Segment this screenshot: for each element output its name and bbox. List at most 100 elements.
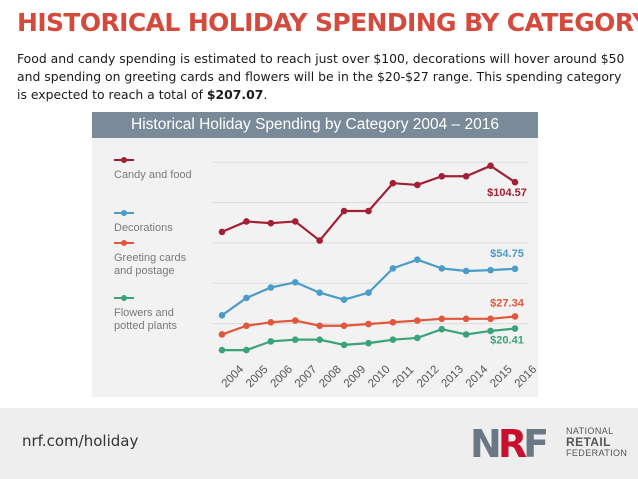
data-point [243, 322, 250, 330]
x-tick-label: 2016 [513, 364, 538, 391]
x-tick-label: 2015 [488, 364, 515, 391]
data-point [340, 207, 348, 215]
data-point [267, 219, 275, 227]
data-point [218, 312, 226, 319]
legend-label: Flowers and potted plants [114, 307, 177, 332]
data-point [462, 267, 470, 275]
data-point [487, 315, 494, 323]
x-tick-label: 2013 [439, 364, 466, 391]
x-tick-label: 2004 [220, 363, 247, 390]
data-point [414, 317, 421, 324]
data-point [365, 207, 372, 215]
data-point [487, 162, 494, 170]
data-point [389, 336, 397, 343]
nrf-logo-text: NATIONAL RETAIL FEDERATION [566, 426, 627, 459]
data-point [365, 339, 372, 347]
end-value-label: $54.75 [490, 248, 524, 260]
legend-label-line: and postage [114, 265, 175, 277]
chart-title: Historical Holiday Spending by Category … [92, 112, 538, 138]
data-point [340, 322, 348, 330]
legend-label: Greeting cards and postage [114, 252, 187, 277]
legend-swatch-dot [121, 295, 127, 301]
data-point [316, 322, 323, 330]
legend-label-line: Greeting cards [114, 252, 187, 264]
data-point [267, 284, 275, 291]
end-value-label: $27.34 [490, 297, 525, 309]
legend-swatch-dot [121, 157, 127, 163]
legend-swatch-dot [121, 210, 127, 216]
footer-url[interactable]: nrf.com/holiday [22, 432, 139, 450]
logo-line3: FEDERATION [566, 448, 628, 458]
line-chart: Candy and food Decorations Greeting cards a… [114, 157, 538, 391]
data-point [389, 265, 397, 272]
data-point [316, 237, 323, 244]
nrf-logo: NRF NATIONAL RETAIL FEDERATION [470, 420, 630, 470]
data-point [218, 228, 226, 236]
series-line [221, 164, 516, 242]
intro-body: Food and candy spending is estimated to … [17, 51, 625, 102]
data-point [438, 265, 446, 272]
x-tick-label: 2007 [293, 364, 320, 391]
x-tick-label: 2011 [391, 364, 417, 390]
data-point [438, 172, 446, 180]
x-tick-label: 2010 [366, 364, 393, 391]
legend-label-line: Flowers and [114, 307, 174, 319]
end-value-label: $104.57 [487, 187, 527, 199]
page-title: HISTORICAL HOLIDAY SPENDING BY CATEGORY [17, 8, 638, 37]
intro-end: . [263, 87, 268, 102]
intro-text: Food and candy spending is estimated to … [17, 50, 625, 104]
legend-label: Decorations [114, 222, 173, 234]
data-point [365, 320, 372, 328]
data-point [291, 336, 299, 343]
data-point [511, 265, 519, 273]
x-tick-label: 2006 [268, 364, 295, 391]
data-point [511, 178, 519, 186]
legend-label-line: Decorations [114, 222, 173, 234]
intro-total: $207.07 [206, 87, 264, 102]
data-point [414, 181, 421, 189]
x-tick-label: 2014 [464, 363, 491, 390]
chart-panel: Historical Holiday Spending by Category … [92, 112, 538, 397]
data-point [438, 325, 446, 333]
data-point [389, 179, 397, 187]
logo-line1: NATIONAL [566, 426, 614, 436]
data-point [316, 289, 323, 297]
legend-label: Candy and food [114, 169, 192, 181]
data-point [243, 294, 250, 302]
end-value-label: $20.41 [490, 335, 524, 347]
data-point [389, 318, 397, 326]
nrf-logo-mark: NRF [470, 422, 549, 466]
x-tick-label: 2012 [415, 364, 442, 391]
legend-label-line: potted plants [114, 320, 177, 332]
footer [0, 408, 638, 479]
data-point [267, 338, 275, 345]
series-line [221, 258, 516, 317]
data-point [267, 318, 275, 326]
data-point [511, 325, 519, 332]
series-line [222, 327, 516, 352]
data-point [218, 331, 226, 338]
logo-r: R [497, 422, 527, 466]
data-point [340, 296, 348, 303]
x-tick-label: 2009 [342, 364, 369, 391]
legend-label-line: Candy and food [114, 169, 192, 181]
data-point [243, 346, 250, 354]
data-point [462, 315, 470, 323]
data-point [414, 256, 421, 263]
data-point [462, 331, 470, 338]
data-point [340, 341, 348, 349]
data-point [487, 327, 494, 335]
x-tick-label: 2008 [317, 364, 344, 391]
data-point [291, 317, 299, 324]
logo-n: N [470, 422, 502, 466]
data-point [291, 218, 299, 225]
logo-line2: RETAIL [566, 435, 611, 449]
data-point [462, 172, 470, 180]
data-point [243, 218, 250, 225]
data-point [511, 313, 519, 320]
data-point [487, 266, 494, 274]
x-tick-label: 2005 [244, 364, 271, 391]
data-point [316, 336, 323, 343]
data-point [291, 278, 299, 286]
data-point [438, 315, 446, 323]
